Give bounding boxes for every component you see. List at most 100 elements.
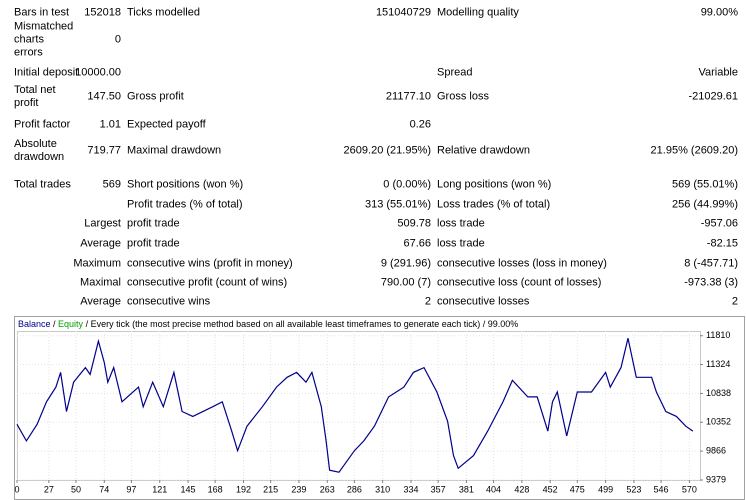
- x-tick-label: 404: [486, 484, 501, 494]
- y-tick-label: 11324: [706, 359, 730, 369]
- table-value: 313 (55.01%): [364, 198, 431, 211]
- x-tick-label: 97: [126, 484, 136, 494]
- table-value: 151040729: [375, 6, 431, 19]
- table-label: profit trade: [127, 237, 180, 250]
- table-value: 1.01: [99, 118, 121, 131]
- table-value: 790.00 (7): [380, 276, 431, 289]
- table-value: Variable: [698, 66, 738, 79]
- x-tick-label: 286: [347, 484, 362, 494]
- x-tick-label: 381: [459, 484, 474, 494]
- table-label: Maximal drawdown: [127, 144, 222, 157]
- chart-title: Every tick (the most precise method base…: [91, 319, 519, 329]
- table-label: Expected payoff: [127, 118, 206, 131]
- table-value: 99.00%: [700, 6, 738, 19]
- table-value: -973.38 (3): [684, 276, 738, 289]
- legend-equity: Equity: [58, 319, 84, 329]
- balance-line: [16, 338, 694, 473]
- table-label: Loss trades (% of total): [437, 198, 551, 211]
- table-value: 8 (-457.71): [684, 257, 738, 270]
- table-label: Profit trades (% of total): [127, 198, 243, 211]
- x-tick-label: 168: [208, 484, 223, 494]
- table-label: consecutive losses (loss in money): [437, 257, 607, 270]
- x-tick-label: 121: [152, 484, 167, 494]
- table-value: 509.78: [397, 217, 431, 230]
- table-label: Gross profit: [127, 90, 184, 103]
- plot-area: [17, 331, 701, 481]
- table-label: Relative drawdown: [437, 144, 530, 157]
- separator: /: [83, 319, 91, 329]
- table-value: 719.77: [87, 144, 121, 157]
- y-tick-label: 9866: [706, 445, 726, 455]
- table-label: Initial deposit: [14, 66, 79, 79]
- table-value: -957.06: [700, 217, 738, 230]
- y-tick-label: 10352: [706, 417, 731, 427]
- x-tick-label: 0: [14, 484, 19, 494]
- table-value: 569 (55.01%): [671, 178, 738, 191]
- table-label: loss trade: [437, 217, 485, 230]
- table-value: Average: [80, 237, 121, 250]
- x-tick-label: 263: [320, 484, 335, 494]
- table-label: Bars in test: [14, 6, 70, 19]
- table-value: 67.66: [403, 237, 431, 250]
- table-value: 10000.00: [75, 66, 121, 79]
- table-value: 256 (44.99%): [671, 198, 738, 211]
- table-label: Short positions (won %): [127, 178, 244, 191]
- table-label: Total trades: [14, 178, 71, 191]
- table-value: Maximal: [80, 276, 121, 289]
- table-value: Largest: [84, 217, 121, 230]
- table-label: consecutive wins (profit in money): [127, 257, 293, 270]
- table-value: Maximum: [73, 257, 121, 270]
- table-value: 2: [731, 295, 738, 308]
- table-label: consecutive losses: [437, 295, 530, 308]
- table-value: 9 (291.96): [380, 257, 431, 270]
- x-tick-label: 334: [403, 484, 418, 494]
- chart-header: Balance / Equity / Every tick (the most …: [18, 319, 518, 329]
- table-value: 152018: [84, 6, 121, 19]
- table-label: Modelling quality: [437, 6, 519, 19]
- x-tick-label: 428: [514, 484, 529, 494]
- table-value: 2: [424, 295, 431, 308]
- table-value: 21.95% (2609.20): [650, 144, 738, 157]
- legend-balance: Balance: [18, 319, 51, 329]
- x-tick-label: 239: [291, 484, 306, 494]
- table-value: 0.26: [409, 118, 431, 131]
- table-label: consecutive profit (count of wins): [127, 276, 288, 289]
- y-tick-label: 10838: [706, 388, 731, 398]
- table-value: -82.15: [706, 237, 738, 250]
- x-tick-label: 452: [543, 484, 558, 494]
- x-tick-label: 215: [263, 484, 278, 494]
- table-label: profit trade: [127, 217, 180, 230]
- table-value: 0: [114, 33, 121, 46]
- x-tick-label: 74: [99, 484, 109, 494]
- table-value: 147.50: [87, 90, 121, 103]
- x-tick-label: 192: [236, 484, 251, 494]
- x-tick-label: 27: [44, 484, 54, 494]
- table-label: Mismatched charts errors: [14, 20, 74, 59]
- table-label: Profit factor: [14, 118, 71, 131]
- x-tick-label: 499: [598, 484, 613, 494]
- table-value: -21029.61: [688, 90, 738, 103]
- y-tick-label: 11810: [706, 330, 730, 340]
- x-tick-label: 50: [71, 484, 81, 494]
- x-tick-label: 357: [431, 484, 446, 494]
- table-label: Total net profit: [14, 84, 56, 109]
- table-label: loss trade: [437, 237, 485, 250]
- table-label: Spread: [437, 66, 473, 79]
- table-label: consecutive loss (count of losses): [437, 276, 602, 289]
- x-tick-label: 475: [570, 484, 585, 494]
- table-value: 21177.10: [385, 90, 431, 103]
- table-label: Long positions (won %): [437, 178, 552, 191]
- table-label: consecutive wins: [127, 295, 211, 308]
- x-tick-label: 546: [654, 484, 669, 494]
- separator: /: [51, 319, 59, 329]
- x-tick-label: 145: [181, 484, 196, 494]
- table-value: Average: [80, 295, 121, 308]
- y-tick-label: 9379: [706, 474, 726, 484]
- table-value: 569: [102, 178, 121, 191]
- x-tick-label: 570: [682, 484, 697, 494]
- table-label: Ticks modelled: [127, 6, 200, 19]
- x-tick-label: 310: [375, 484, 390, 494]
- table-value: 2609.20 (21.95%): [343, 144, 431, 157]
